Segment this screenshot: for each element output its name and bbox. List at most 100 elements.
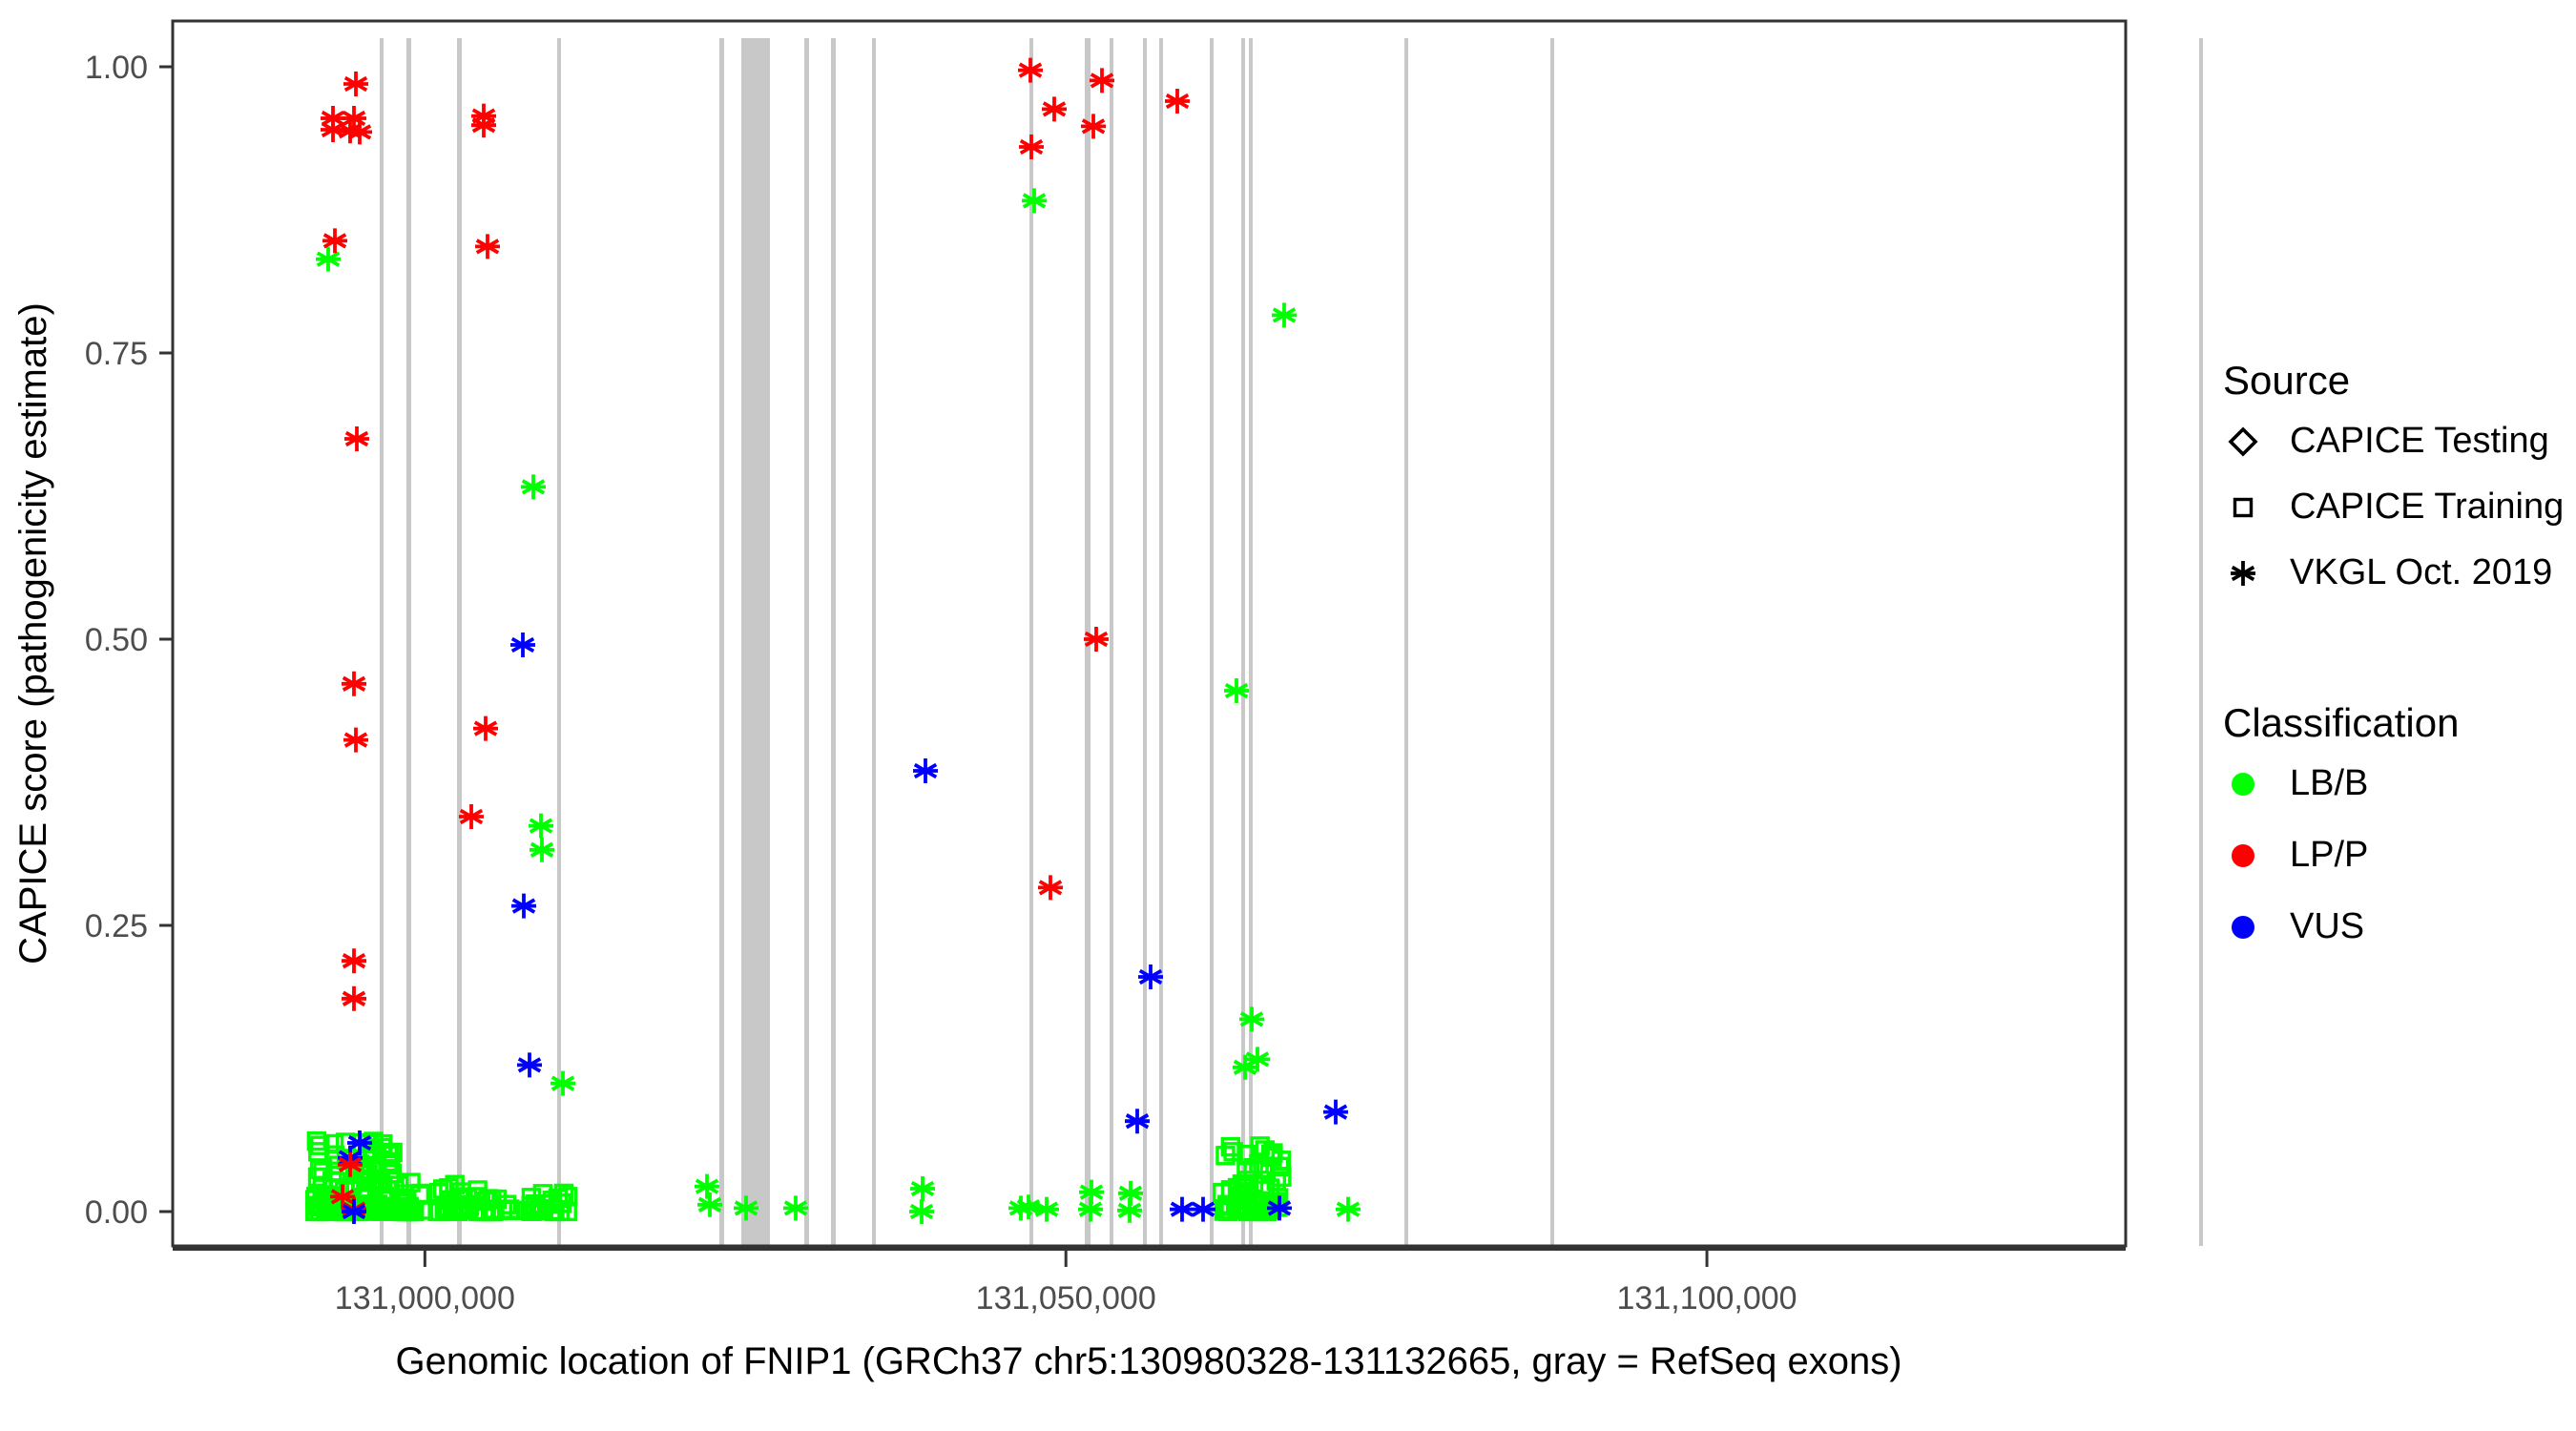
y-tick-label: 0.00 (85, 1194, 148, 1231)
data-point (471, 113, 496, 138)
data-point (1078, 1196, 1103, 1222)
data-point (540, 1194, 560, 1214)
data-point (307, 1167, 328, 1188)
data-point (511, 893, 536, 919)
data-point (1165, 89, 1190, 114)
legend-classification-label: LP/P (2290, 835, 2368, 875)
data-point (347, 119, 372, 145)
legend-classification-items: LB/B LP/P VUS (2232, 763, 2368, 946)
legend-item-lb-b[interactable]: LB/B (2232, 763, 2368, 803)
data-point (399, 1196, 419, 1217)
data-point (321, 106, 345, 131)
legend-color-swatch (2232, 916, 2254, 939)
x-tick-label: 131,000,000 (335, 1280, 515, 1317)
data-point (510, 633, 535, 657)
data-point (344, 426, 369, 451)
data-point (1125, 1109, 1150, 1134)
data-point (1042, 96, 1067, 122)
exon-band (1210, 38, 1214, 1246)
data-point (457, 1188, 478, 1209)
legend-item-asterisk[interactable]: VKGL Oct. 2019 (2231, 552, 2552, 592)
legend-color-swatch (2232, 844, 2254, 867)
data-point (1038, 875, 1063, 901)
y-axis-ticks: 0.00 0.25 0.50 0.75 1.00 (85, 50, 173, 1231)
legend-classification-label: LB/B (2290, 763, 2368, 803)
data-point (695, 1173, 719, 1199)
data-point (342, 1199, 366, 1224)
data-point (1084, 627, 1109, 652)
data-point (1230, 1187, 1250, 1207)
data-point (409, 1185, 430, 1205)
data-point (342, 106, 366, 131)
data-point (1090, 68, 1114, 93)
data-point (338, 1151, 363, 1177)
exon-band (1110, 38, 1113, 1246)
legend-source-title: Source (2223, 358, 2350, 403)
data-point (697, 1192, 722, 1217)
data-point (517, 1052, 542, 1078)
exon-band (380, 38, 384, 1246)
exon-band (1029, 38, 1033, 1246)
legend-item-square[interactable]: CAPICE Training (2233, 487, 2565, 527)
data-point (1081, 114, 1106, 139)
data-point (1272, 302, 1297, 328)
data-point (347, 1130, 372, 1155)
data-point (1266, 1171, 1287, 1191)
legend-source-label: CAPICE Training (2290, 487, 2564, 527)
legend-source-label: VKGL Oct. 2019 (2290, 552, 2552, 592)
data-point (473, 716, 498, 741)
exon-band (1241, 38, 1245, 1246)
data-point (551, 1070, 575, 1096)
data-point (313, 1162, 333, 1182)
data-point (342, 671, 366, 696)
data-point (1215, 1146, 1236, 1166)
exon-band (741, 38, 770, 1246)
exon-band (457, 38, 462, 1246)
legend-item-lp-p[interactable]: LP/P (2232, 835, 2368, 875)
legend-source-label: CAPICE Testing (2290, 421, 2549, 461)
data-point (342, 985, 366, 1011)
data-point (909, 1199, 934, 1224)
data-point (1138, 964, 1163, 989)
exon-band (1404, 38, 1408, 1246)
y-tick-label: 0.50 (85, 622, 148, 658)
data-point (455, 1199, 475, 1220)
data-point (529, 813, 553, 839)
data-point (1215, 1200, 1236, 1221)
data-point (484, 1201, 504, 1221)
data-point (530, 837, 554, 862)
exon-band (1249, 38, 1253, 1246)
exon-band (406, 38, 411, 1246)
data-point (1245, 1047, 1270, 1072)
data-point (316, 246, 341, 272)
data-point (734, 1195, 758, 1221)
data-point (1016, 1194, 1041, 1220)
plot-panel-border (171, 19, 2128, 1248)
data-point (1234, 1190, 1254, 1211)
data-point (1034, 1196, 1059, 1222)
data-point (481, 1199, 502, 1219)
exon-band (1159, 38, 1163, 1246)
y-tick-label: 0.75 (85, 336, 148, 372)
exon-band (804, 38, 809, 1246)
data-point (1267, 1195, 1292, 1221)
x-axis-title: Genomic location of FNIP1 (GRCh37 chr5:1… (395, 1340, 1901, 1382)
data-point-layer (304, 57, 1361, 1224)
data-point (913, 758, 938, 783)
legend-item-vus[interactable]: VUS (2232, 906, 2364, 946)
data-point (521, 474, 546, 500)
data-point (397, 1191, 417, 1211)
data-point (1170, 1196, 1195, 1222)
data-point (1191, 1196, 1215, 1222)
exon-band (1550, 38, 1554, 1246)
legend-item-diamond[interactable]: CAPICE Testing (2228, 421, 2549, 461)
data-point (1079, 1179, 1104, 1205)
data-point (1118, 1180, 1143, 1206)
data-point (330, 1184, 355, 1210)
exon-band (2199, 38, 2203, 1246)
data-point (2231, 561, 2255, 586)
data-point (306, 1130, 327, 1151)
x-tick-label: 131,100,000 (1617, 1280, 1797, 1317)
